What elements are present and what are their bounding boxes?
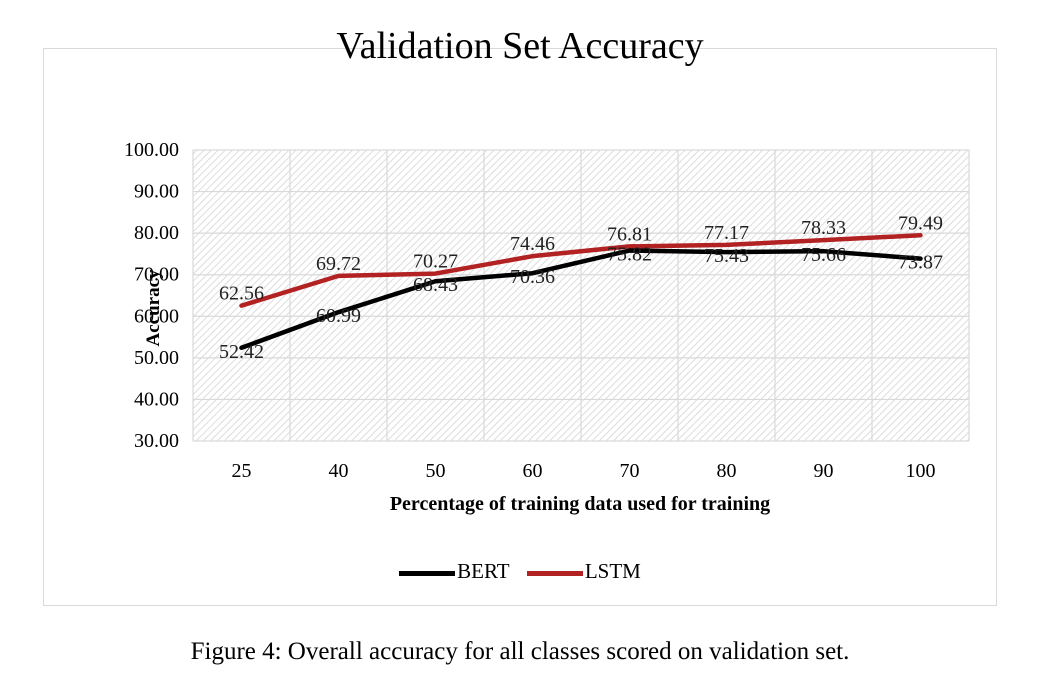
y-tick-label: 90.00 [134,181,179,203]
series-line-bert [239,248,923,351]
x-tick-label: 50 [426,460,446,482]
data-label-lstm: 78.33 [801,217,846,239]
data-label-bert: 75.82 [607,244,652,266]
x-tick-label: 70 [620,460,640,482]
legend-label-bert: BERT [457,559,510,583]
chart-title: Validation Set Accuracy [336,25,704,67]
data-label-lstm: 74.46 [510,233,555,255]
x-tick-label: 100 [906,460,936,482]
y-tick-label: 30.00 [134,430,179,452]
data-label-bert: 75.66 [801,244,846,266]
y-tick-label: 80.00 [134,222,179,244]
data-label-lstm: 62.56 [219,283,264,305]
x-tick-label: 90 [814,460,834,482]
y-tick-label: 60.00 [134,305,179,327]
y-tick-label: 70.00 [134,264,179,286]
y-tick-label: 40.00 [134,388,179,410]
data-label-bert: 52.42 [219,341,264,363]
data-label-bert: 75.43 [704,245,749,267]
legend-item-lstm: LSTM [526,559,641,584]
x-tick-label: 60 [523,460,543,482]
x-axis-title: Percentage of training data used for tra… [389,493,771,515]
y-tick-label: 50.00 [134,347,179,369]
data-label-bert: 73.87 [898,252,943,274]
legend-swatch-bert [399,570,456,576]
legend: BERT LSTM [0,559,1040,584]
data-label-lstm: 76.81 [607,223,652,245]
x-tick-label: 25 [232,460,252,482]
data-label-lstm: 79.49 [898,212,943,234]
legend-label-lstm: LSTM [584,559,641,583]
data-label-lstm: 70.27 [413,251,458,273]
x-tick-label: 40 [329,460,349,482]
series-line-lstm [239,233,923,308]
data-label-bert: 70.36 [510,266,555,288]
figure-caption: Figure 4: Overall accuracy for all class… [190,638,850,665]
legend-item-bert: BERT [399,559,510,584]
data-label-lstm: 77.17 [704,222,749,244]
x-tick-label: 80 [717,460,737,482]
legend-swatch-lstm [526,570,583,576]
data-label-bert: 60.99 [316,305,361,327]
data-label-lstm: 69.72 [316,253,361,275]
y-tick-label: 100.00 [124,139,179,161]
data-label-bert: 68.43 [413,274,458,296]
